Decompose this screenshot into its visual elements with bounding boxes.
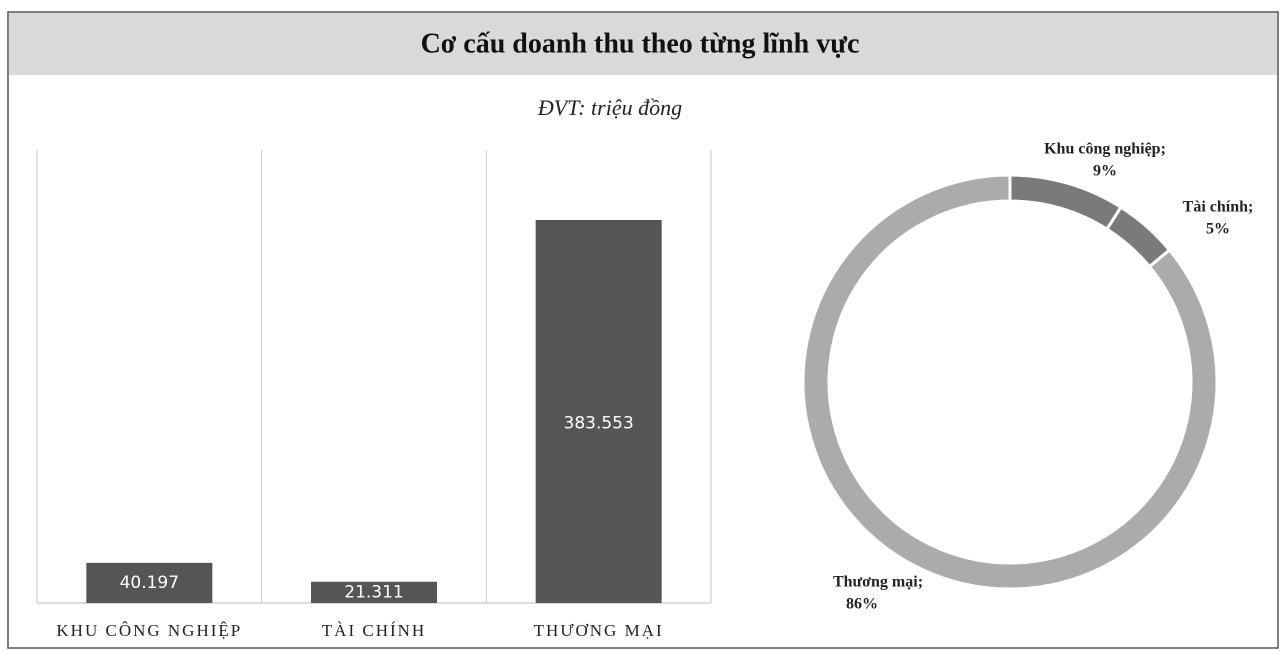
- x-tick-label: TÀI CHÍNH: [322, 621, 426, 640]
- donut-slice: [801, 173, 1219, 591]
- slice-label: Tài chính;: [1183, 199, 1254, 216]
- slice-value-label: 86%: [846, 596, 878, 613]
- slice-label: Khu công nghiệp;: [1044, 141, 1166, 158]
- bar: [311, 581, 437, 603]
- value-label: 40.197: [120, 573, 179, 593]
- bar: [86, 562, 213, 603]
- value-label: 383.553: [564, 414, 634, 434]
- bar: [535, 220, 662, 603]
- value-label: 21.311: [344, 582, 403, 602]
- chart-title: Cơ cấu doanh thu theo từng lĩnh vực: [421, 28, 860, 59]
- slice-label: Thương mại;: [833, 574, 923, 591]
- slice-value-label: 5%: [1206, 221, 1230, 238]
- slice-value-label: 9%: [1093, 163, 1117, 180]
- x-tick-label: THƯƠNG MẠI: [534, 621, 664, 640]
- title-band: [9, 13, 1277, 75]
- chart-subtitle: ĐVT: triệu đồng: [537, 95, 682, 120]
- x-tick-label: KHU CÔNG NGHIỆP: [56, 621, 242, 640]
